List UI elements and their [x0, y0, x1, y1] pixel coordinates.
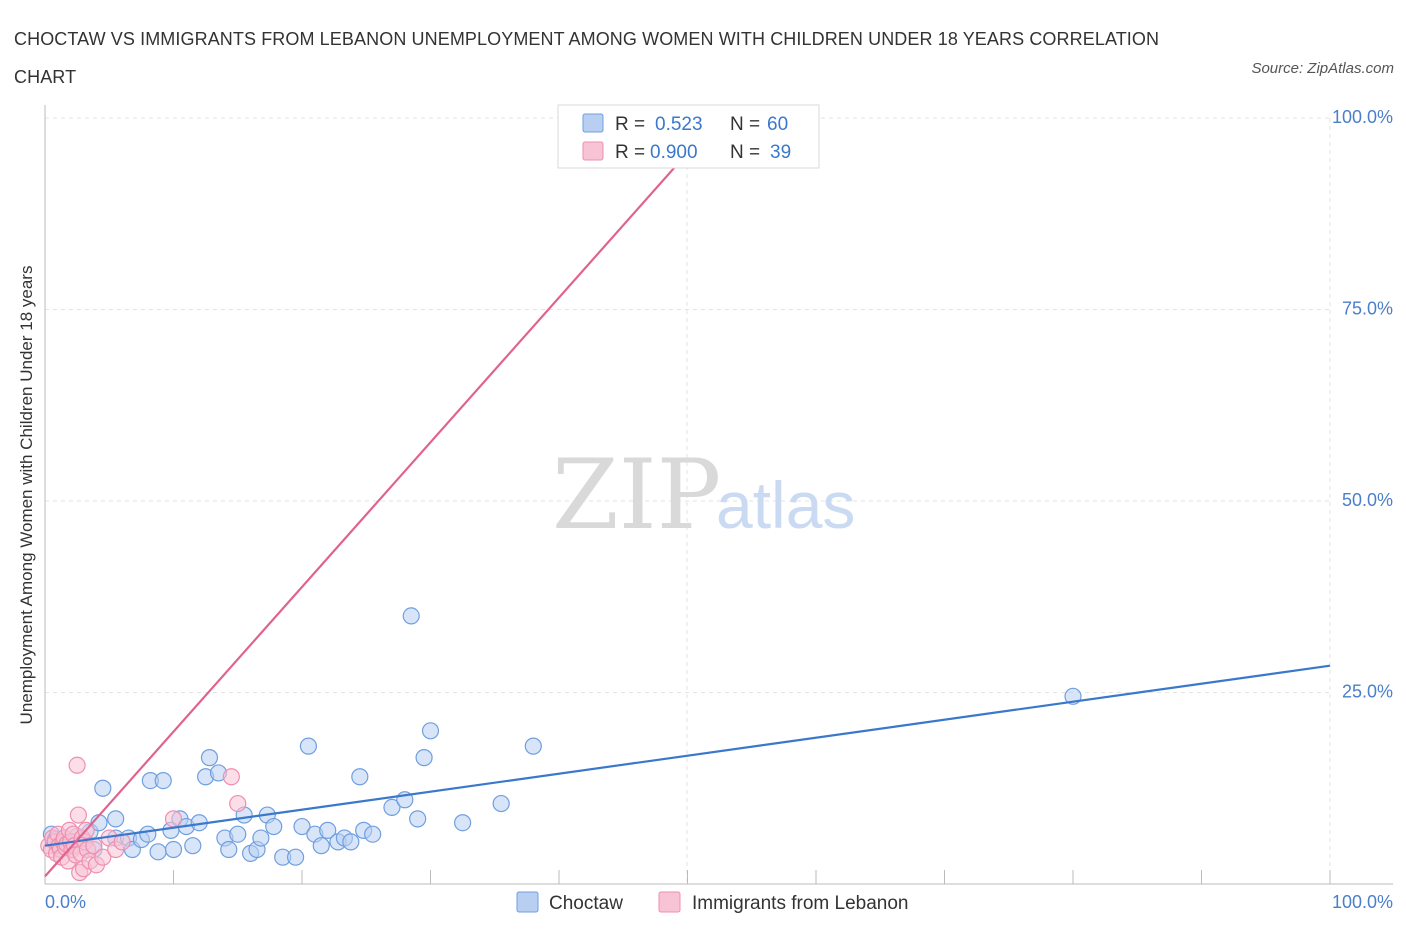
legend: Choctaw Immigrants from Lebanon — [516, 891, 909, 914]
point-lebanon — [85, 837, 103, 855]
x-tick-max: 100.0% — [1332, 892, 1393, 912]
point-choctaw — [415, 749, 433, 767]
y-tick-label: 50.0% — [1342, 490, 1393, 510]
point-choctaw — [265, 817, 283, 836]
data-points — [40, 607, 1082, 882]
legend-swatch-choctaw — [516, 891, 539, 913]
point-choctaw — [149, 843, 167, 861]
point-choctaw — [319, 821, 337, 839]
stats-box: R = 0.523 N = 60 R = 0.900 N = 39 — [557, 104, 820, 169]
point-choctaw — [383, 798, 401, 817]
stats-swatch-choctaw — [582, 113, 604, 133]
stats-r-value-choctaw: 0.523 — [655, 114, 703, 135]
point-choctaw — [139, 825, 157, 843]
stats-n-value-choctaw: 60 — [767, 114, 788, 135]
point-choctaw — [200, 749, 219, 767]
legend-label-choctaw: Choctaw — [549, 893, 623, 914]
chart-title: CHOCTAW VS IMMIGRANTS FROM LEBANON UNEMP… — [14, 29, 1160, 87]
watermark-zip: ZIP — [552, 439, 721, 551]
trend-line-choctaw — [44, 664, 1331, 847]
point-choctaw — [312, 837, 330, 855]
point-choctaw — [229, 825, 247, 843]
point-choctaw — [252, 829, 270, 847]
y-tick-label: 100.0% — [1332, 107, 1393, 127]
stats-n-label-lebanon: N = — [730, 142, 760, 163]
legend-swatch-lebanon — [658, 891, 681, 913]
point-choctaw — [286, 848, 305, 866]
point-choctaw — [184, 837, 202, 855]
point-choctaw — [299, 737, 318, 755]
watermark-atlas: atlas — [716, 468, 855, 542]
point-choctaw — [351, 768, 369, 786]
axes — [44, 105, 1393, 885]
point-choctaw — [293, 817, 311, 836]
stats-r-label-lebanon: R = — [615, 142, 645, 163]
point-choctaw — [342, 833, 360, 851]
point-lebanon — [69, 806, 88, 824]
point-choctaw — [524, 737, 542, 755]
point-lebanon — [229, 794, 247, 813]
point-choctaw — [454, 814, 472, 832]
y-tick-labels: 25.0% 50.0% 75.0% 100.0% — [1332, 107, 1393, 702]
point-choctaw — [492, 794, 510, 813]
stats-n-label-choctaw: N = — [730, 114, 760, 135]
point-choctaw — [421, 722, 440, 740]
point-choctaw — [154, 771, 172, 790]
stats-r-value-lebanon: 0.900 — [650, 142, 698, 163]
y-tick-label: 25.0% — [1342, 682, 1393, 702]
point-choctaw — [402, 607, 420, 625]
point-lebanon — [68, 756, 86, 774]
point-choctaw — [164, 840, 183, 859]
point-choctaw — [107, 810, 125, 828]
stats-swatch-lebanon — [582, 141, 604, 161]
point-choctaw — [409, 810, 427, 828]
stats-n-value-lebanon: 39 — [770, 142, 791, 163]
point-choctaw — [220, 840, 238, 859]
point-lebanon — [164, 810, 183, 828]
point-choctaw — [94, 779, 112, 797]
trend-line-lebanon — [44, 159, 682, 878]
y-axis-label: Unemployment Among Women with Children U… — [17, 266, 36, 725]
y-tick-label: 75.0% — [1342, 299, 1393, 319]
stats-r-label-choctaw: R = — [615, 114, 645, 135]
source-credit: Source: ZipAtlas.com — [1251, 60, 1394, 77]
x-tick-min: 0.0% — [45, 892, 86, 912]
point-choctaw — [364, 825, 382, 843]
legend-label-lebanon: Immigrants from Lebanon — [692, 893, 909, 914]
point-lebanon — [222, 768, 240, 786]
trend-lines — [44, 159, 1331, 878]
point-lebanon — [94, 848, 112, 866]
